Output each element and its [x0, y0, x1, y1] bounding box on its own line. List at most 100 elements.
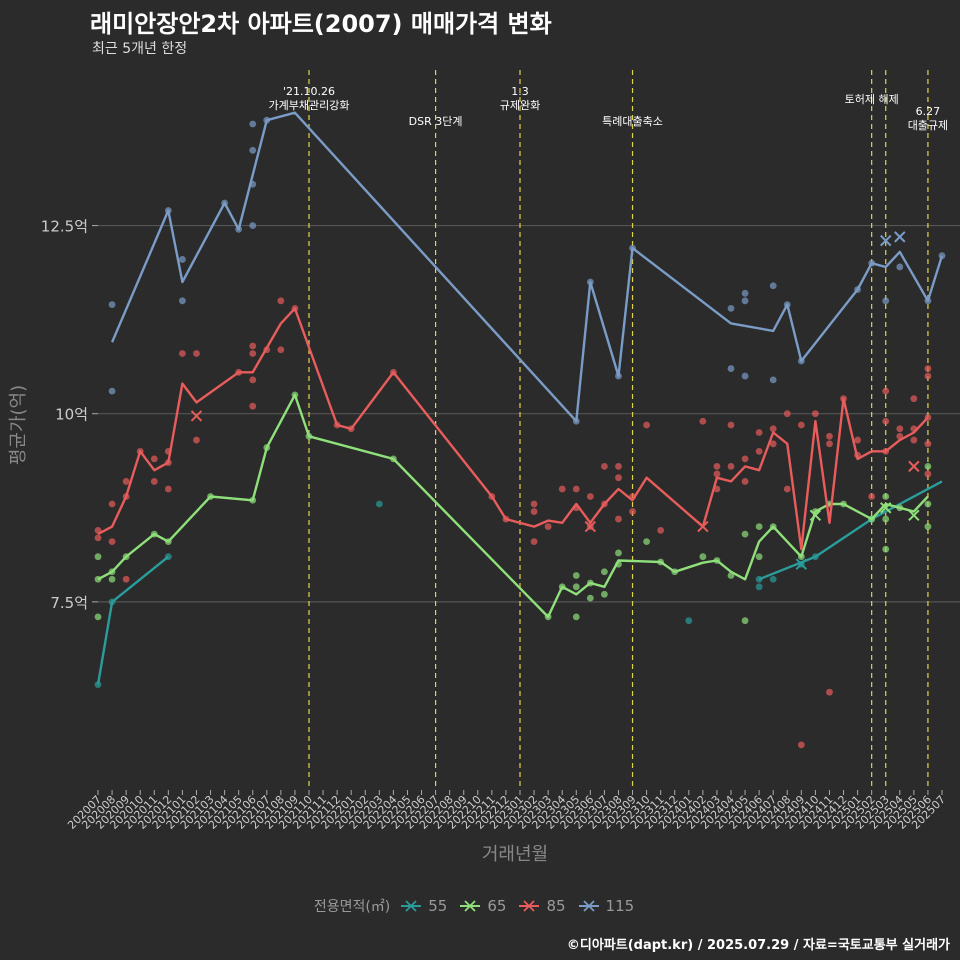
event-label-line: 1.3	[511, 85, 529, 98]
data-point	[727, 365, 735, 372]
y-tick-label: 10억	[55, 406, 88, 424]
data-point	[713, 470, 721, 478]
data-point	[812, 410, 819, 418]
data-point	[769, 440, 777, 448]
event-label: 1.3 규제완화	[500, 85, 540, 112]
data-point	[657, 526, 665, 534]
data-point	[896, 263, 904, 271]
event-label-line: 6.27	[916, 105, 941, 118]
legend-swatch	[519, 900, 540, 912]
event-label-line: 규제완화	[500, 99, 540, 112]
data-point	[741, 455, 749, 463]
cross-marker	[697, 520, 709, 533]
event-label: 6.27 대출규제	[908, 105, 948, 132]
data-point	[249, 350, 257, 357]
cross-marker	[809, 509, 822, 522]
data-point	[277, 297, 285, 305]
data-point	[741, 478, 749, 485]
data-point	[854, 436, 861, 444]
data-point	[94, 553, 102, 561]
cross-marker	[908, 509, 920, 522]
data-point	[755, 583, 763, 591]
data-point	[910, 395, 918, 403]
data-point	[249, 342, 257, 350]
data-point	[277, 346, 285, 354]
data-point	[741, 297, 749, 305]
data-point	[699, 417, 707, 425]
data-point	[375, 500, 383, 508]
data-point	[249, 120, 257, 128]
data-point	[797, 741, 805, 749]
cross-marker	[795, 558, 808, 570]
data-point	[924, 365, 932, 372]
data-point	[755, 553, 763, 561]
data-point	[924, 372, 932, 380]
data-point	[544, 523, 552, 530]
legend-swatch	[401, 900, 422, 912]
event-label-line: 특례대출축소	[602, 115, 663, 128]
data-point	[108, 387, 116, 395]
data-point	[615, 515, 622, 523]
data-point	[924, 500, 932, 508]
data-point	[601, 462, 608, 470]
data-point	[924, 440, 932, 448]
data-point	[530, 538, 538, 546]
data-point	[826, 432, 833, 440]
cross-marker	[880, 234, 892, 247]
series-line	[97, 307, 929, 551]
data-point	[769, 425, 777, 433]
series-line	[96, 555, 170, 685]
event-label: 특례대출축소	[602, 115, 663, 128]
data-point	[755, 447, 763, 455]
data-point	[94, 534, 102, 542]
series-line	[97, 393, 929, 619]
data-point	[193, 350, 200, 357]
data-point	[601, 590, 608, 598]
data-point	[249, 402, 257, 410]
data-point	[910, 436, 918, 444]
data-point	[150, 478, 158, 485]
data-point	[713, 462, 721, 470]
data-point	[727, 421, 735, 429]
data-point	[755, 523, 763, 530]
data-point	[615, 462, 622, 470]
event-label-line: DSR 3단계	[409, 115, 463, 128]
x-axis-title: 거래년월	[482, 844, 548, 865]
data-point	[783, 410, 791, 418]
cross-marker	[908, 460, 920, 473]
data-point	[826, 688, 833, 696]
data-point	[572, 485, 580, 493]
legend-label: 65	[487, 897, 507, 915]
cross-marker	[190, 410, 203, 422]
data-point	[769, 575, 777, 583]
event-label: DSR 3단계	[409, 115, 463, 128]
data-point	[741, 530, 749, 538]
legend-label: 85	[546, 897, 566, 915]
data-point	[179, 297, 186, 305]
legend-label: 115	[605, 897, 635, 915]
legend-swatch	[460, 900, 481, 912]
data-point	[193, 436, 200, 444]
data-point	[558, 485, 566, 493]
data-point	[769, 282, 777, 290]
data-point	[108, 301, 116, 308]
event-label-line: 토허제 해제	[845, 92, 899, 106]
event-label: 토허제 해제	[845, 92, 899, 106]
series-line	[110, 111, 944, 423]
y-tick-label: 12.5억	[41, 218, 88, 236]
legend-label: 55	[428, 897, 448, 915]
data-point	[122, 575, 130, 583]
data-point	[797, 421, 805, 429]
data-point	[94, 681, 102, 689]
cross-marker	[584, 520, 597, 533]
legend-item-115: 115	[578, 897, 635, 915]
data-point	[882, 493, 890, 500]
legend-title: 전용면적(㎡)	[313, 899, 391, 915]
legend-item-65: 65	[459, 897, 506, 915]
data-point	[108, 538, 116, 546]
data-point	[896, 425, 904, 433]
legend: 전용면적(㎡) 55 65 85 115	[0, 896, 960, 916]
data-point	[882, 417, 890, 425]
data-point	[685, 617, 693, 625]
data-point	[164, 485, 172, 493]
